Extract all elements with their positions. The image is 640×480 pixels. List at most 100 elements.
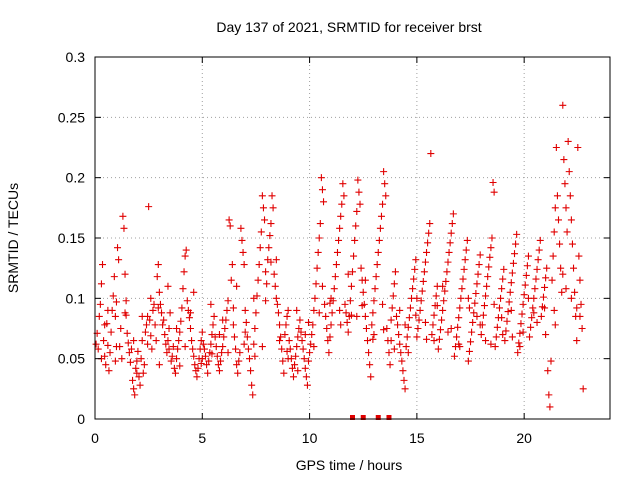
data-point-0-190 (296, 316, 304, 324)
data-point-0-172 (277, 333, 285, 341)
data-point-0-292 (405, 314, 413, 322)
data-point-0-413 (535, 246, 543, 254)
data-point-0-459 (130, 337, 138, 345)
data-point-0-41 (136, 381, 144, 389)
data-point-0-306 (420, 268, 428, 276)
data-point-0-131 (233, 361, 241, 369)
data-point-0-220 (328, 309, 336, 317)
plot-frame (94, 56, 611, 420)
data-point-0-464 (173, 325, 181, 332)
data-point-0-284 (397, 349, 405, 357)
data-point-0-104 (204, 369, 212, 377)
data-point-0-341 (458, 285, 466, 293)
data-point-0-533 (326, 299, 334, 307)
data-point-0-52 (148, 345, 156, 353)
data-point-0-209 (316, 220, 324, 228)
data-point-0-118 (219, 343, 227, 351)
data-point-0-238 (347, 282, 355, 290)
data-point-0-176 (281, 331, 289, 339)
data-point-0-156 (259, 204, 267, 212)
data-point-0-415 (537, 312, 545, 320)
data-point-0-297 (411, 265, 419, 273)
data-point-0-162 (266, 232, 274, 240)
gap-marker-0 (350, 415, 355, 420)
data-point-0-473 (250, 294, 258, 302)
data-point-0-142 (244, 345, 252, 353)
data-point-0-522 (208, 350, 216, 358)
data-point-0-353 (471, 299, 479, 307)
data-point-0-69 (166, 309, 174, 317)
data-point-0-321 (436, 326, 444, 334)
data-point-0-7 (100, 337, 108, 345)
data-point-0-271 (383, 325, 391, 332)
data-point-0-339 (456, 304, 464, 312)
data-point-0-414 (536, 236, 544, 244)
data-point-0-170 (274, 309, 282, 317)
data-point-0-208 (315, 234, 323, 242)
data-point-0-153 (256, 244, 264, 252)
data-point-0-357 (475, 261, 483, 269)
data-point-0-545 (455, 340, 463, 348)
data-point-0-275 (387, 316, 395, 324)
data-point-0-488 (379, 300, 387, 308)
data-point-0-396 (517, 320, 525, 328)
data-point-0-453 (578, 325, 586, 332)
x-tick-label-1: 5 (198, 430, 206, 446)
data-point-0-240 (350, 252, 358, 260)
data-point-0-141 (243, 333, 251, 341)
data-point-0-494 (430, 337, 438, 345)
y-tick-label-0: 0 (77, 411, 85, 427)
data-point-0-279 (391, 268, 399, 276)
data-point-0-373 (492, 333, 500, 341)
data-point-0-31 (125, 349, 133, 357)
data-point-0-63 (160, 316, 168, 324)
data-point-0-258 (369, 309, 377, 317)
data-point-0-37 (132, 364, 140, 372)
data-point-0-105 (205, 357, 213, 365)
data-point-0-498 (464, 294, 472, 302)
data-point-0-548 (487, 340, 495, 348)
data-point-0-298 (412, 256, 420, 264)
data-point-0-87 (185, 314, 193, 322)
data-point-0-325 (441, 287, 449, 295)
data-point-0-147 (250, 340, 258, 348)
data-point-0-280 (392, 312, 400, 320)
data-point-0-33 (127, 345, 135, 353)
data-point-0-255 (366, 361, 374, 369)
data-point-0-445 (570, 264, 578, 272)
data-point-0-249 (359, 288, 367, 296)
data-point-0-282 (395, 331, 403, 339)
data-point-0-94 (193, 373, 201, 381)
data-point-0-338 (455, 314, 463, 322)
data-point-0-70 (167, 357, 175, 365)
data-point-0-382 (502, 327, 510, 335)
data-point-0-273 (385, 349, 393, 357)
data-point-0-296 (410, 275, 418, 283)
data-point-0-391 (512, 240, 520, 248)
data-point-0-9 (102, 361, 110, 369)
data-point-0-5 (97, 280, 105, 288)
data-point-0-254 (365, 349, 373, 357)
data-point-0-344 (461, 256, 469, 264)
data-point-0-203 (310, 306, 318, 314)
data-point-0-474 (258, 343, 266, 351)
data-point-0-84 (182, 246, 190, 254)
data-point-0-374 (493, 323, 501, 331)
data-point-0-508 (550, 306, 558, 314)
data-point-0-205 (312, 280, 320, 288)
data-point-0-123 (224, 297, 232, 305)
data-point-0-289 (402, 343, 410, 351)
data-point-0-66 (163, 349, 171, 357)
data-point-0-490 (396, 306, 404, 314)
data-point-0-463 (164, 282, 172, 290)
data-point-0-133 (235, 357, 243, 365)
data-point-0-119 (220, 333, 228, 341)
y-tick-label-2: 0.1 (66, 290, 86, 306)
data-point-0-363 (482, 292, 490, 300)
data-point-0-525 (240, 340, 248, 348)
data-point-0-521 (197, 359, 205, 367)
x-tick-label-3: 15 (409, 430, 425, 446)
data-point-0-251 (361, 312, 369, 320)
data-point-0-47 (143, 321, 150, 329)
data-point-0-493 (421, 318, 429, 326)
